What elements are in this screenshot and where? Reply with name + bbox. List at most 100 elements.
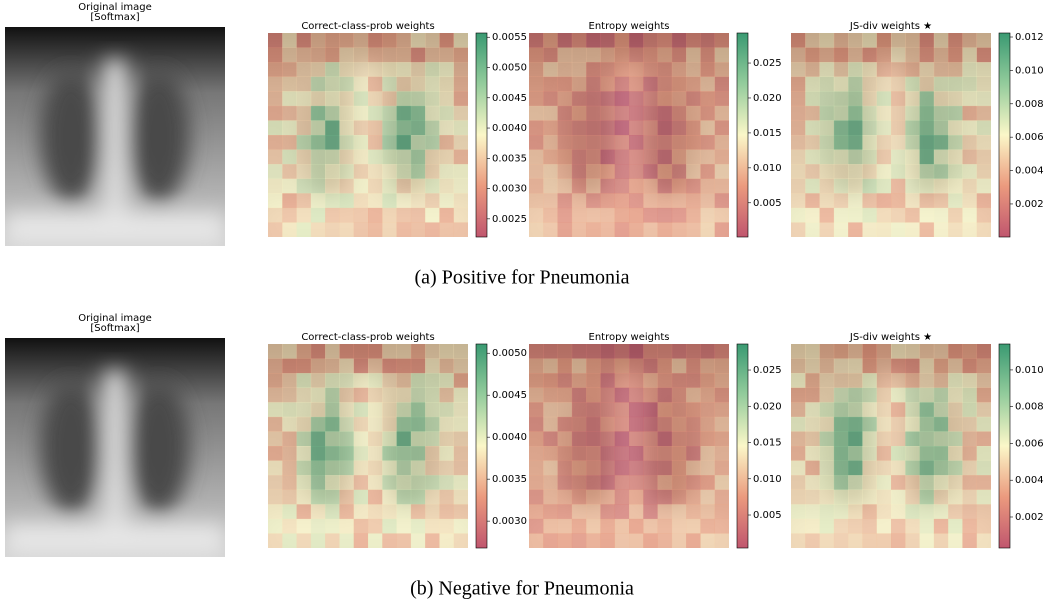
heatmap-cell [382,208,397,223]
heatmap-cell [905,193,920,208]
colorbar-tick-label: 0.0040 [492,123,527,134]
heatmap-cell [686,490,701,505]
heatmap-cell [297,519,312,534]
heatmap-cell [629,179,644,194]
heatmap-cell [368,48,383,63]
heatmap-cell [454,402,469,417]
heatmap-cell [820,344,835,359]
heatmap-cell [339,164,354,179]
heatmap-cell [643,77,658,92]
heatmap-cell [658,222,673,237]
heatmap-cell [891,91,906,106]
heatmap-cell [572,77,587,92]
heatmap-cell [425,344,440,359]
heatmap-cell [862,446,877,461]
heatmap-cell [600,519,615,534]
heatmap-cell [397,179,412,194]
heatmap-cell [354,431,369,446]
heatmap-cell [948,179,963,194]
heatmap-cell [977,135,992,150]
heatmap-cell [397,150,412,165]
heatmap-cell [700,388,715,403]
heatmap-cell [715,490,730,505]
heatmap-cell [877,475,892,490]
heatmap-cell [439,533,454,548]
heatmap-cell [411,431,426,446]
heatmap-cell [905,446,920,461]
heatmap-cell [700,402,715,417]
heatmap-cell [805,135,820,150]
heatmap-cell [658,475,673,490]
heatmap-cell [948,475,963,490]
heatmap-cell [791,446,806,461]
colorbar [737,33,748,237]
heatmap-cell [805,504,820,519]
heatmap-cell [454,344,469,359]
heatmap-cell [672,504,687,519]
colorbar-tick-label: 0.0045 [492,93,527,104]
heatmap-cell [643,344,658,359]
heatmap-cell [643,164,658,179]
heatmap-cell [905,402,920,417]
heatmap-cell [454,150,469,165]
image-subtitle: [Softmax] [90,12,139,23]
heatmap-cell [325,490,340,505]
heatmap-cell [658,446,673,461]
heatmap-cell [805,519,820,534]
heatmap-cell [805,62,820,77]
heatmap-cell [962,359,977,374]
heatmap-cell [920,359,935,374]
heatmap-cell [382,120,397,135]
heatmap-cell [934,417,949,432]
heatmap-cell [615,533,630,548]
heatmap-cell [615,344,630,359]
heatmap-cell [543,164,558,179]
heatmap-cell [977,106,992,121]
heatmap-cell [805,344,820,359]
heatmap-cell [311,417,326,432]
heatmap-cell [411,179,426,194]
heatmap-cell [558,519,573,534]
heatmap-cell [354,344,369,359]
heatmap-cell [268,120,283,135]
heatmap-cell [325,533,340,548]
heatmap-cell [834,417,849,432]
heatmap-cell [791,135,806,150]
heatmap-cell [297,77,312,92]
heatmap [529,33,729,237]
heatmap-cell [934,490,949,505]
heatmap-cell [820,164,835,179]
heatmap-cell [397,164,412,179]
heatmap-cell [672,222,687,237]
heatmap-cell [934,135,949,150]
heatmap-cell [282,388,297,403]
heatmap-cell [862,150,877,165]
colorbar-tick-label: 0.002 [1015,199,1044,210]
heatmap-cell [439,504,454,519]
heatmap-cell [268,388,283,403]
heatmap-cell [558,431,573,446]
heatmap-cell [339,33,354,48]
heatmap-cell [977,504,992,519]
heatmap-cell [848,77,863,92]
heatmap-cell [558,446,573,461]
heatmap-cell [629,164,644,179]
heatmap-cell [934,179,949,194]
heatmap-cell [354,179,369,194]
heatmap-cell [600,344,615,359]
heatmap-cell [686,431,701,446]
heatmap-cell [282,461,297,476]
heatmap-cell [600,431,615,446]
original-image [5,338,225,557]
heatmap-cell [920,164,935,179]
heatmap-cell [325,179,340,194]
heatmap-cell [820,431,835,446]
heatmap-cell [977,461,992,476]
heatmap-cell [268,135,283,150]
heatmap-cell [672,533,687,548]
heatmap-cell [672,446,687,461]
heatmap-cell [962,388,977,403]
heatmap-cell [439,402,454,417]
heatmap-cell [425,179,440,194]
colorbar-tick-label: 0.010 [1015,365,1044,376]
